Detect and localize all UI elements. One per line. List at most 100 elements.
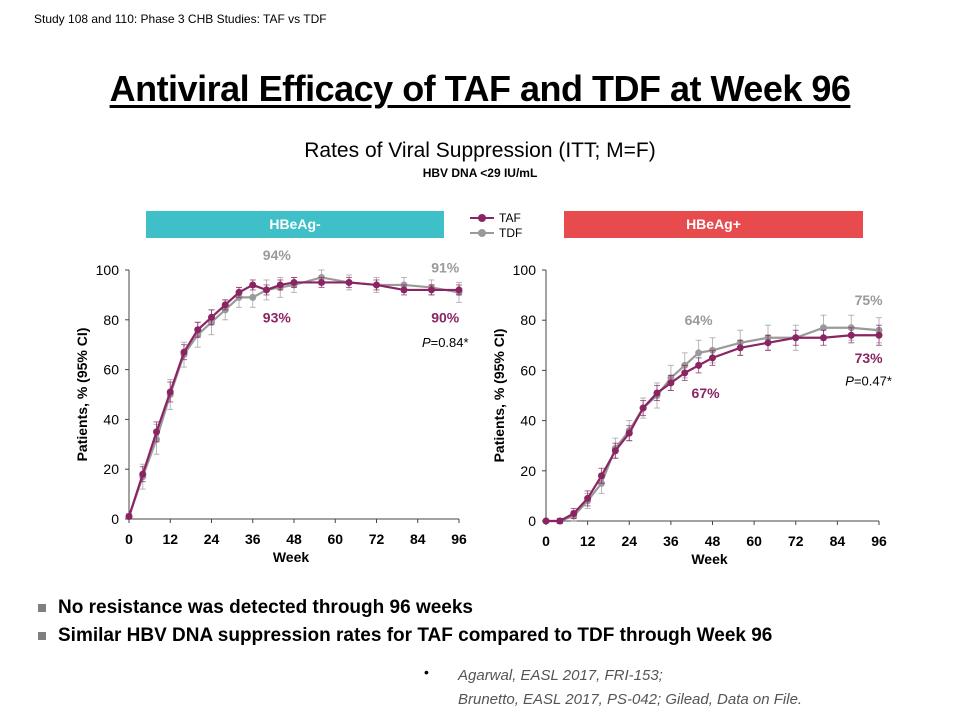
y-tick-label: 0 — [528, 513, 536, 529]
x-tick-label: 96 — [871, 533, 887, 549]
data-point-taf — [611, 447, 619, 455]
x-tick-label: 24 — [204, 531, 220, 547]
data-point-taf — [290, 278, 298, 286]
p-value-annotation: P=0.84* — [422, 335, 469, 350]
data-point-taf — [570, 509, 578, 517]
bullet-text: No resistance was detected through 96 we… — [58, 597, 473, 618]
x-tick-label: 96 — [451, 531, 467, 547]
data-point-taf — [263, 286, 270, 294]
x-tick-label: 12 — [162, 531, 178, 547]
x-tick-label: 48 — [286, 531, 302, 547]
percent-annotation: 75% — [855, 292, 884, 308]
bullet-list: No resistance was detected through 96 we… — [38, 594, 772, 650]
x-axis-label: Week — [273, 549, 310, 565]
y-tick-label: 80 — [520, 312, 536, 328]
panel-banner-hbeag-positive: HBeAg+ — [564, 211, 863, 238]
data-point-taf — [625, 429, 633, 437]
citation-line: Agarwal, EASL 2017, FRI-153; — [458, 667, 663, 684]
legend-item-taf: TAF — [470, 210, 522, 225]
x-tick-label: 72 — [788, 533, 804, 549]
y-tick-label: 20 — [520, 463, 536, 479]
data-point-taf — [235, 288, 243, 296]
percent-annotation: 93% — [263, 309, 292, 325]
series-line-tdf — [127, 276, 460, 517]
percent-annotation: 64% — [685, 312, 714, 328]
y-tick-label: 40 — [520, 413, 536, 429]
panel-banner-hbeag-negative: HBeAg- — [146, 211, 444, 238]
data-point-taf — [556, 517, 564, 525]
data-point-taf — [318, 278, 325, 286]
data-point-taf — [847, 331, 855, 339]
data-point-taf — [373, 281, 380, 289]
legend-item-tdf: TDF — [470, 225, 522, 240]
data-point-taf — [653, 389, 661, 397]
data-point-taf — [139, 470, 147, 478]
x-tick-label: 24 — [621, 533, 637, 549]
bullet-square-icon — [38, 632, 46, 640]
data-point-taf — [455, 286, 463, 294]
percent-annotation: 90% — [431, 309, 460, 325]
y-tick-label: 40 — [103, 411, 119, 427]
legend-label-taf: TAF — [499, 210, 521, 225]
y-tick-label: 20 — [103, 461, 119, 477]
y-tick-label: 60 — [520, 362, 536, 378]
data-point-taf — [153, 428, 160, 436]
y-axis-label: Patients, % (95% CI) — [74, 328, 90, 462]
bullet-item: Similar HBV DNA suppression rates for TA… — [38, 622, 772, 650]
x-tick-label: 0 — [542, 533, 550, 549]
legend-swatch-taf — [470, 213, 494, 222]
percent-annotation: 73% — [855, 350, 884, 366]
x-tick-label: 12 — [580, 533, 596, 549]
data-point-taf — [166, 388, 174, 396]
data-point-taf — [345, 278, 353, 286]
data-point-taf — [875, 331, 883, 339]
data-point-taf — [400, 286, 408, 294]
data-point-taf — [681, 369, 689, 377]
x-tick-label: 84 — [410, 531, 426, 547]
data-point-taf — [194, 326, 202, 334]
percent-annotation: 91% — [431, 259, 460, 275]
percent-annotation: 67% — [692, 385, 721, 401]
y-tick-label: 0 — [111, 511, 119, 527]
study-header: Study 108 and 110: Phase 3 CHB Studies: … — [34, 12, 327, 26]
data-point-taf — [695, 361, 703, 369]
citation: Agarwal, EASL 2017, FRI-153; Brunetto, E… — [458, 664, 802, 712]
bullet-text: Similar HBV DNA suppression rates for TA… — [58, 625, 773, 646]
y-tick-label: 100 — [96, 262, 120, 278]
data-point-taf — [820, 334, 827, 342]
x-tick-label: 72 — [369, 531, 385, 547]
data-point-taf — [542, 517, 550, 525]
series-line-taf — [127, 281, 459, 517]
x-tick-label: 48 — [705, 533, 721, 549]
x-tick-label: 36 — [663, 533, 679, 549]
data-point-tdf — [695, 349, 703, 357]
data-point-taf — [792, 334, 800, 342]
y-tick-label: 100 — [513, 262, 537, 278]
data-point-taf — [208, 313, 215, 321]
data-point-taf — [598, 472, 605, 480]
data-point-taf — [125, 513, 133, 521]
x-tick-label: 84 — [830, 533, 846, 549]
x-tick-label: 60 — [746, 533, 762, 549]
citation-line: Brunetto, EASL 2017, PS-042; Gilead, Dat… — [458, 691, 803, 708]
x-axis-label: Week — [691, 551, 728, 567]
percent-annotation: 94% — [263, 247, 292, 263]
x-tick-label: 60 — [327, 531, 343, 547]
y-axis-label: Patients, % (95% CI) — [491, 329, 507, 463]
chart-subtitle: HBV DNA <29 IU/mL — [422, 166, 538, 180]
data-point-taf — [221, 301, 229, 309]
data-point-taf — [639, 404, 647, 412]
legend-label-tdf: TDF — [499, 225, 523, 240]
chart-legend: TAF TDF — [470, 210, 522, 240]
data-point-taf — [180, 348, 188, 356]
y-tick-label: 60 — [103, 362, 119, 378]
bullet-item: No resistance was detected through 96 we… — [38, 594, 772, 622]
citation-bullet-icon: • — [424, 664, 429, 680]
data-point-taf — [736, 344, 744, 352]
p-value-annotation: P=0.47* — [845, 373, 892, 388]
data-point-taf — [709, 354, 716, 362]
bullet-square-icon — [38, 604, 46, 612]
data-point-taf — [764, 339, 772, 347]
data-point-tdf — [820, 324, 827, 332]
